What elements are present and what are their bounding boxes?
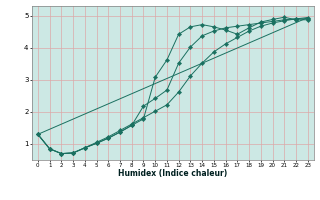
- X-axis label: Humidex (Indice chaleur): Humidex (Indice chaleur): [118, 169, 228, 178]
